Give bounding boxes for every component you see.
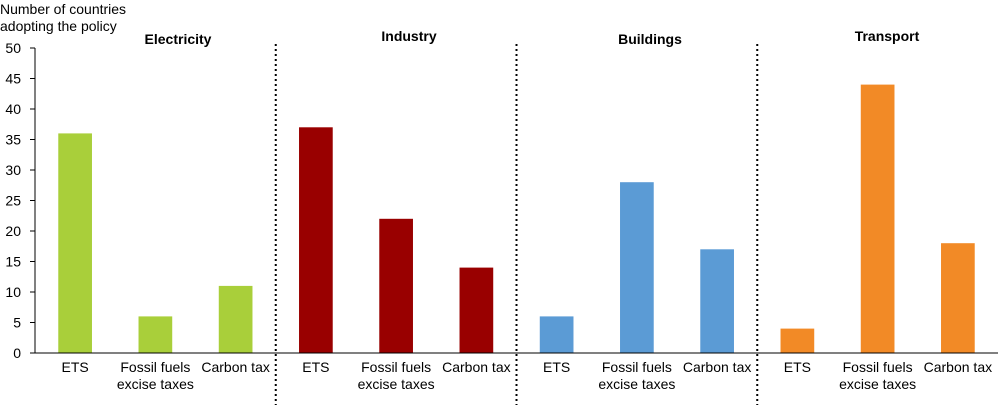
x-category-label: Carbon tax bbox=[924, 359, 992, 375]
panel-title-industry: Industry bbox=[381, 28, 436, 44]
x-category-label: ETS bbox=[784, 359, 811, 375]
y-tick-label: 5 bbox=[13, 315, 21, 331]
bar-industry-1 bbox=[379, 218, 413, 353]
bar-transport-0 bbox=[780, 328, 815, 353]
x-category-label: excise taxes bbox=[117, 376, 194, 392]
x-category-label: ETS bbox=[62, 359, 89, 375]
bar-electricity-1 bbox=[138, 316, 173, 353]
bar-buildings-2 bbox=[700, 249, 734, 353]
x-category-label: Fossil fuels bbox=[361, 359, 431, 375]
y-tick-label: 10 bbox=[5, 284, 21, 300]
panel-title-buildings: Buildings bbox=[618, 31, 682, 47]
bar-transport-2 bbox=[941, 243, 975, 353]
x-category-label: Carbon tax bbox=[683, 359, 751, 375]
bar-transport-1 bbox=[860, 84, 895, 353]
x-category-label: Carbon tax bbox=[442, 359, 510, 375]
y-tick-label: 50 bbox=[5, 40, 21, 56]
y-tick-label: 25 bbox=[5, 193, 21, 209]
x-category-label: Carbon tax bbox=[201, 359, 269, 375]
y-tick-label: 15 bbox=[5, 254, 21, 270]
y-tick-label: 40 bbox=[5, 101, 21, 117]
y-axis-label-line-1: Number of countries bbox=[0, 1, 126, 17]
x-category-label: Fossil fuels bbox=[843, 359, 913, 375]
bars bbox=[58, 84, 975, 353]
x-category-label: ETS bbox=[302, 359, 329, 375]
bar-buildings-0 bbox=[539, 316, 574, 353]
x-category-label: Fossil fuels bbox=[602, 359, 672, 375]
bar-electricity-0 bbox=[58, 133, 92, 353]
bar-industry-2 bbox=[459, 267, 494, 353]
x-category-label: excise taxes bbox=[839, 376, 916, 392]
panel-titles: Electricity Industry Buildings Transport bbox=[145, 28, 920, 47]
y-axis-label-line-2: adopting the policy bbox=[0, 18, 117, 34]
x-category-label: ETS bbox=[543, 359, 570, 375]
y-tick-label: 30 bbox=[5, 162, 21, 178]
panel-title-transport: Transport bbox=[855, 28, 920, 44]
panel-dividers bbox=[274, 44, 759, 405]
y-tick-label: 35 bbox=[5, 132, 21, 148]
bar-buildings-1 bbox=[620, 182, 654, 353]
y-tick-label: 0 bbox=[13, 345, 21, 361]
x-category-label: excise taxes bbox=[358, 376, 435, 392]
x-category-label: Fossil fuels bbox=[120, 359, 190, 375]
x-category-label: excise taxes bbox=[598, 376, 675, 392]
y-tick-label: 45 bbox=[5, 71, 21, 87]
bar-industry-0 bbox=[299, 127, 333, 353]
panel-title-electricity: Electricity bbox=[145, 31, 212, 47]
y-axis: 0 5 10 15 20 25 30 35 40 45 50 bbox=[5, 40, 35, 361]
bar-electricity-2 bbox=[218, 285, 253, 353]
y-tick-label: 20 bbox=[5, 223, 21, 239]
